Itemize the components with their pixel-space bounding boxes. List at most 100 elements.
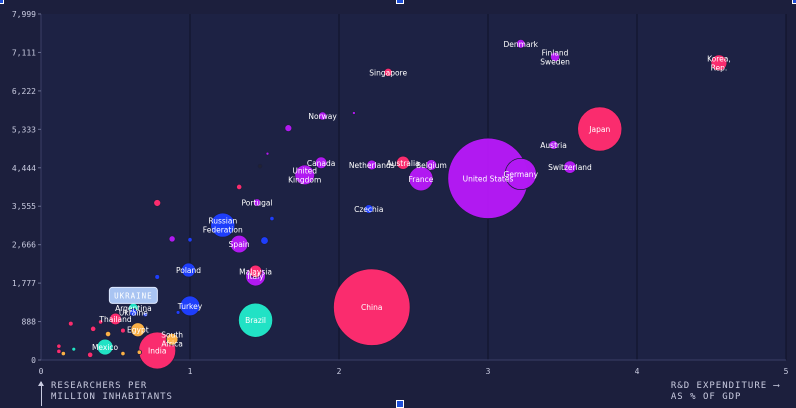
bubble	[71, 346, 77, 352]
data-label: Sweden	[540, 57, 570, 66]
bubble	[294, 164, 316, 186]
data-label: Mexico	[92, 343, 119, 352]
caption-line-2: MILLION INHABITANTS	[51, 392, 173, 402]
data-label: Finland	[542, 48, 569, 57]
data-label: South	[161, 331, 183, 340]
caption-bottom-left: RESEARCHERS PER MILLION INHABITANTS	[51, 381, 173, 403]
caption-line-1: RESEARCHERS PER	[51, 381, 148, 391]
data-label: Switzerland	[548, 163, 592, 172]
bubble	[252, 198, 262, 207]
bubble	[142, 311, 148, 318]
data-label: China	[361, 303, 382, 312]
bubble	[318, 111, 328, 121]
bubble	[154, 274, 161, 280]
bubble	[136, 349, 142, 355]
y-tick-label: 5,333	[12, 125, 36, 134]
bubble	[129, 308, 138, 317]
data-label: Czechia	[354, 205, 383, 214]
bubble	[104, 330, 112, 338]
data-label: United States	[463, 174, 514, 183]
bubble	[175, 310, 181, 315]
bubble	[351, 111, 356, 115]
bubble	[187, 237, 193, 243]
bubble	[549, 51, 561, 62]
bubble	[577, 106, 623, 152]
bubble	[396, 155, 411, 170]
x-tick-label: 2	[337, 367, 342, 376]
data-label: Kingdom	[288, 175, 321, 184]
bubble	[236, 183, 243, 191]
bubble	[366, 159, 378, 171]
bubble	[67, 320, 74, 327]
data-label: United	[292, 166, 317, 175]
bubble	[563, 160, 577, 174]
caption-bottom-right: R&D EXPENDITURE ⟶ AS % OF GDP	[671, 381, 780, 403]
x-tick-label: 1	[188, 367, 193, 376]
bubble	[97, 319, 104, 325]
x-tick-label: 3	[486, 367, 491, 376]
data-label: Thailand	[98, 315, 131, 324]
data-label: Belgium	[416, 161, 447, 170]
bubble	[257, 163, 263, 169]
bubble	[265, 151, 270, 156]
bubble	[120, 327, 126, 334]
data-label: Portugal	[242, 199, 273, 208]
resize-handle-top-center[interactable]	[396, 0, 404, 4]
data-label: Ukraine	[119, 308, 148, 317]
y-tick-label: 2,666	[12, 241, 36, 250]
bubble	[284, 124, 293, 133]
y-tick-label: 1,777	[12, 279, 36, 288]
bubble	[120, 350, 126, 357]
data-label: Malaysia	[239, 267, 272, 276]
y-tick-label: 7,111	[12, 48, 36, 57]
data-label: Poland	[176, 266, 201, 275]
data-label: Rep.	[711, 63, 728, 72]
bubble	[181, 262, 196, 278]
y-tick-label: 6,222	[12, 87, 36, 96]
x-tick-label: 4	[635, 367, 640, 376]
data-label: Germany	[504, 170, 539, 179]
data-label: Russian	[208, 217, 237, 226]
y-tick-label: 888	[22, 318, 37, 327]
resize-handle-top-left[interactable]	[0, 0, 4, 4]
bubble	[56, 343, 62, 349]
bubble	[269, 215, 275, 222]
x-tick-label: 5	[784, 367, 789, 376]
bubble	[260, 236, 269, 245]
data-label: Egypt	[127, 326, 149, 335]
y-tick-label: 3,555	[12, 202, 36, 211]
data-label: Italy	[247, 272, 264, 281]
bubble	[165, 332, 179, 346]
y-tick-label: 4,444	[12, 164, 36, 173]
y-tick-label: 7,999	[12, 10, 36, 19]
data-label: Japan	[588, 125, 610, 134]
tooltip-box	[108, 286, 158, 304]
bubble	[314, 156, 328, 170]
data-label: Denmark	[504, 40, 539, 49]
y-tick-label: 0	[31, 356, 36, 365]
bubble	[90, 325, 97, 332]
caption-line-2: AS % OF GDP	[670, 392, 742, 402]
bubble	[504, 157, 537, 191]
bubble	[408, 166, 434, 192]
bubble	[425, 159, 438, 171]
data-label: India	[148, 346, 166, 355]
bubble	[248, 264, 263, 278]
bubble	[109, 312, 122, 326]
bubble	[229, 234, 249, 254]
resize-handle-top-right[interactable]	[792, 0, 796, 4]
bubble	[383, 67, 393, 77]
data-label: Singapore	[369, 68, 407, 77]
caption-line-1: R&D EXPENDITURE	[670, 381, 768, 391]
data-label: Austria	[540, 141, 567, 150]
data-label: Federation	[203, 226, 243, 235]
data-label: Korea,	[707, 54, 731, 63]
bubble	[515, 38, 526, 49]
bubble	[60, 350, 66, 357]
data-label: Africa	[161, 340, 182, 349]
x-tick-label: 0	[39, 367, 44, 376]
data-label: Argentina	[115, 304, 152, 313]
bubble	[548, 140, 559, 150]
bubble	[96, 338, 114, 356]
